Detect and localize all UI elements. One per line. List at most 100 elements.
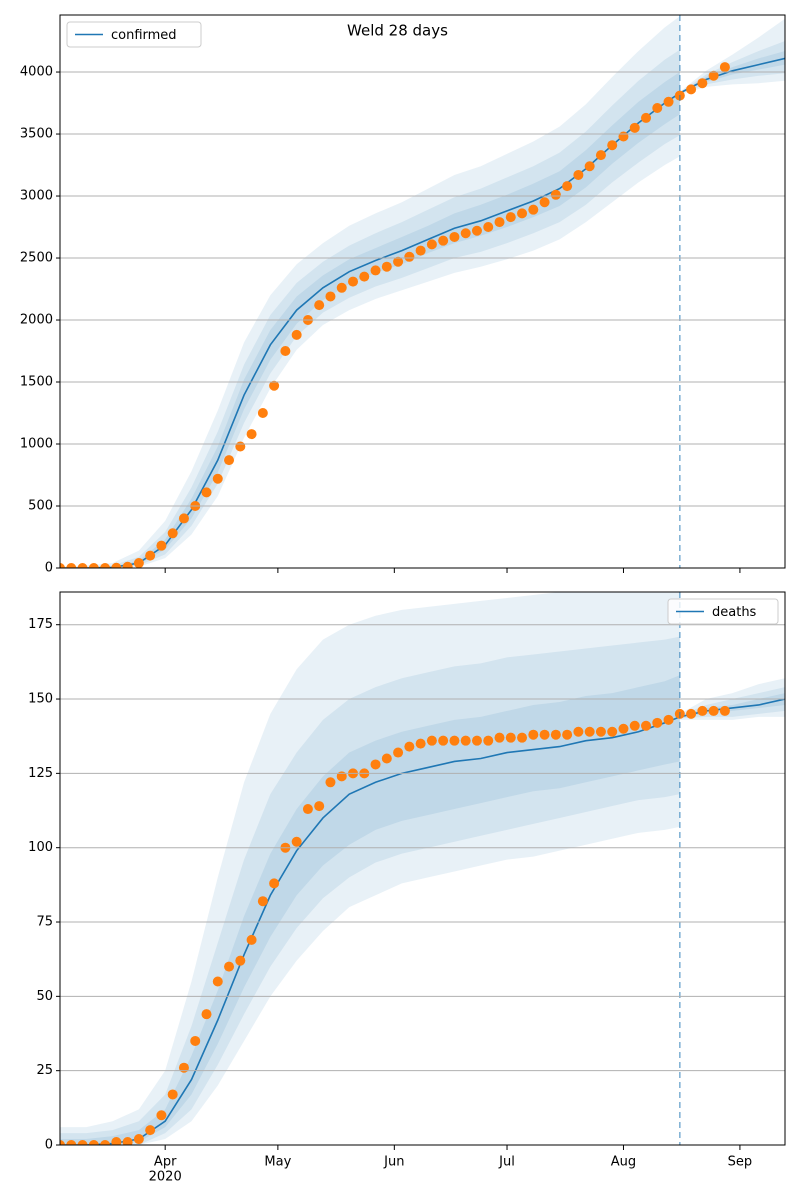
y-tick-label: 0 — [45, 561, 53, 576]
plot-area — [60, 592, 785, 1145]
observed-point — [719, 62, 730, 73]
observed-point — [280, 346, 291, 357]
observed-point — [178, 513, 189, 524]
y-tick-label: 1000 — [20, 437, 53, 452]
observed-point — [539, 729, 550, 740]
observed-point — [652, 717, 663, 728]
observed-point — [517, 208, 528, 219]
axes-frame — [59, 14, 786, 569]
axes-frame — [59, 591, 786, 1146]
observed-point — [359, 271, 370, 282]
observed-point — [697, 78, 708, 89]
y-tick-label: 0 — [45, 1138, 53, 1153]
observed-point — [381, 753, 392, 764]
observed-point — [505, 732, 516, 743]
observed-point — [393, 747, 404, 758]
observed-point — [550, 189, 561, 200]
observed-point — [325, 777, 336, 788]
observed-point — [460, 228, 471, 239]
chart-title: Weld 28 days — [347, 22, 448, 40]
observed-point — [178, 1062, 189, 1073]
observed-point — [652, 102, 663, 113]
observed-point — [212, 976, 223, 987]
x-tick-label: Apr — [154, 1155, 177, 1170]
observed-point — [528, 204, 539, 215]
observed-point — [584, 726, 595, 737]
observed-point — [618, 131, 629, 142]
observed-point — [314, 300, 325, 311]
observed-point — [449, 231, 460, 242]
observed-point — [325, 291, 336, 302]
observed-point — [686, 84, 697, 95]
observed-point — [201, 487, 212, 498]
observed-point — [404, 251, 415, 262]
observed-point — [246, 429, 257, 440]
observed-point — [201, 1009, 212, 1020]
observed-point — [235, 955, 246, 966]
observed-point — [257, 408, 268, 419]
y-tick-label: 2000 — [20, 313, 53, 328]
x-tick-label: Jun — [383, 1155, 404, 1170]
legend-box — [66, 21, 202, 48]
y-tick-label: 50 — [36, 989, 53, 1004]
observed-point — [133, 1134, 144, 1145]
observed-point — [77, 563, 88, 568]
observed-point — [438, 235, 449, 246]
observed-point — [708, 70, 719, 81]
observed-point — [336, 282, 347, 293]
observed-point — [426, 735, 437, 746]
observed-point — [393, 256, 404, 267]
observed-point — [224, 455, 235, 466]
y-tick-label: 75 — [36, 915, 53, 930]
observed-point — [314, 801, 325, 812]
observed-point — [133, 558, 144, 568]
observed-point — [145, 550, 156, 561]
observed-point — [641, 112, 652, 123]
observed-point — [60, 563, 65, 568]
y-tick-label: 4000 — [20, 65, 53, 80]
observed-point — [269, 380, 280, 391]
observed-point — [550, 729, 561, 740]
observed-point — [528, 729, 539, 740]
observed-point — [224, 961, 235, 972]
observed-point — [629, 122, 640, 133]
observed-point — [60, 1140, 65, 1145]
legend-label: deaths — [712, 605, 757, 620]
legend-box — [667, 598, 779, 625]
observed-point — [235, 441, 246, 452]
legend-label: confirmed — [111, 28, 177, 43]
observed-point — [494, 732, 505, 743]
observed-point — [246, 934, 257, 945]
y-tick-label: 2500 — [20, 251, 53, 266]
plot-area — [60, 15, 785, 568]
observed-point — [370, 759, 381, 770]
observed-point — [607, 140, 618, 151]
observed-point — [212, 473, 223, 484]
observed-point — [381, 261, 392, 272]
observed-point — [663, 714, 674, 725]
observed-point — [167, 528, 178, 539]
observed-point — [438, 735, 449, 746]
observed-point — [88, 1140, 99, 1145]
observed-point — [122, 561, 133, 568]
observed-point — [404, 741, 415, 752]
observed-point — [348, 276, 359, 287]
observed-point — [708, 705, 719, 716]
observed-point — [505, 212, 516, 223]
observed-point — [573, 726, 584, 737]
observed-point — [618, 723, 629, 734]
x-year-label: 2020 — [149, 1170, 182, 1185]
observed-point — [156, 1110, 167, 1121]
x-tick-label: Sep — [728, 1155, 753, 1170]
y-tick-label: 100 — [28, 840, 53, 855]
observed-point — [111, 562, 122, 568]
observed-point — [584, 161, 595, 172]
observed-point — [190, 1035, 201, 1046]
observed-point — [257, 896, 268, 907]
y-tick-label: 3500 — [20, 127, 53, 142]
observed-point — [111, 1137, 122, 1145]
x-tick-label: May — [264, 1155, 291, 1170]
observed-point — [426, 239, 437, 250]
